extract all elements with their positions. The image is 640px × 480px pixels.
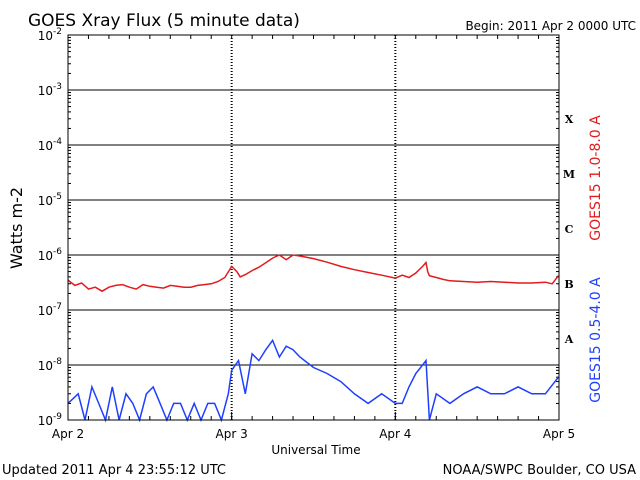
flare-class-label: B bbox=[564, 278, 573, 291]
flare-class-label: M bbox=[563, 168, 575, 181]
begin-time-label: Begin: 2011 Apr 2 0000 UTC bbox=[465, 19, 636, 33]
x-tick-label: Apr 4 bbox=[379, 427, 411, 441]
y-axis-label: Watts m-2 bbox=[7, 187, 26, 269]
legend-long-channel: GOES15 1.0-8.0 A bbox=[588, 115, 604, 241]
x-tick-label: Apr 3 bbox=[216, 427, 248, 441]
y-tick-label: 10-3 bbox=[38, 82, 62, 98]
series-line-long bbox=[67, 254, 559, 293]
x-tick-label: Apr 2 bbox=[52, 427, 84, 441]
y-tick-label: 10-5 bbox=[38, 192, 62, 208]
day-dividers bbox=[230, 35, 397, 420]
x-axis-label: Universal Time bbox=[271, 443, 360, 457]
y-tick-label: 10-4 bbox=[38, 137, 63, 153]
gridlines bbox=[68, 89, 559, 366]
y-tick-label: 10-8 bbox=[38, 357, 63, 373]
y-tick-label: 10-6 bbox=[38, 247, 63, 263]
y-axis-ticks: 10-9 10-8 10-7 10-6 10-5 10-4 10-3 10-2 bbox=[38, 27, 559, 428]
y-tick-label: 10-9 bbox=[38, 412, 63, 428]
x-tick-label: Apr 5 bbox=[543, 427, 575, 441]
y-tick-label: 10-2 bbox=[38, 27, 62, 43]
flare-class-label: A bbox=[564, 333, 574, 346]
y-axis-label-text: Watts m-2 bbox=[7, 187, 26, 269]
flare-class-label: X bbox=[565, 113, 574, 126]
y-tick-label: 10-7 bbox=[38, 302, 62, 318]
updated-timestamp: Updated 2011 Apr 4 23:55:12 UTC bbox=[2, 463, 226, 478]
data-series bbox=[67, 254, 559, 423]
x-axis-ticks: Apr 2 Apr 3 Apr 4 Apr 5 bbox=[52, 35, 575, 441]
flare-class-label: C bbox=[565, 223, 574, 236]
chart-title: GOES Xray Flux (5 minute data) bbox=[28, 11, 300, 31]
flare-class-labels: A B C M X bbox=[563, 113, 575, 346]
legend-short-channel: GOES15 0.5-4.0 A bbox=[588, 277, 604, 403]
plot-frame bbox=[67, 34, 560, 421]
credit-text: NOAA/SWPC Boulder, CO USA bbox=[443, 463, 636, 478]
series-line-short bbox=[67, 338, 559, 423]
